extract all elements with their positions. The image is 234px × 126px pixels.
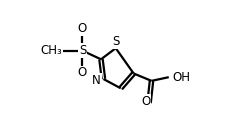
Text: S: S [79, 44, 86, 57]
Text: O: O [78, 22, 87, 35]
Text: O: O [141, 95, 151, 108]
Text: CH₃: CH₃ [40, 44, 62, 57]
Text: O: O [78, 66, 87, 79]
Text: N: N [92, 74, 101, 87]
Text: OH: OH [172, 71, 190, 84]
Text: S: S [113, 35, 120, 48]
